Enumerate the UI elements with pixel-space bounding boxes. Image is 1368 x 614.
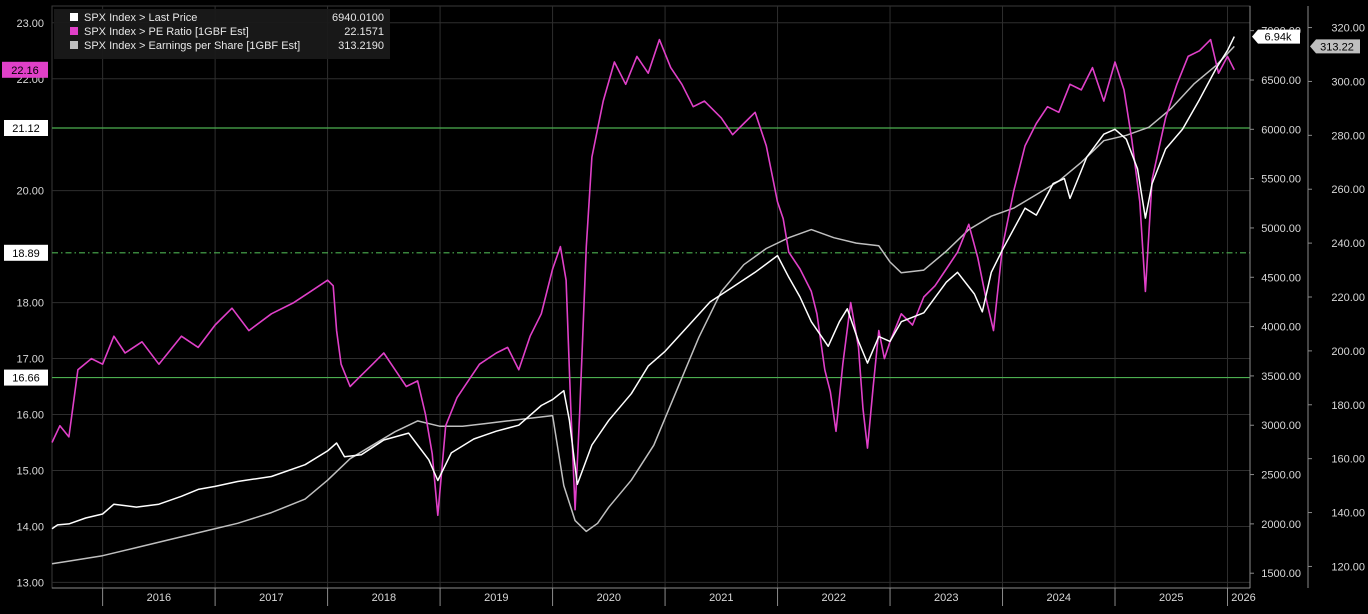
- pe-value-tag-label: 22.16: [11, 65, 39, 77]
- eps-tick-label: 320.00: [1331, 23, 1365, 35]
- price-tick-label: 4500.00: [1261, 272, 1301, 284]
- eps-tick-label: 200.00: [1331, 346, 1365, 358]
- left-tick-label: 13.00: [16, 577, 44, 589]
- price-tick-label: 1500.00: [1261, 568, 1301, 580]
- price-tick-label: 3500.00: [1261, 371, 1301, 383]
- reference-tag-label: 16.66: [12, 373, 40, 385]
- legend-swatch: [70, 13, 78, 21]
- reference-tag: [4, 119, 48, 136]
- eps-tick-label: 220.00: [1331, 292, 1365, 304]
- eps-tick-label: 240.00: [1331, 238, 1365, 250]
- legend-label: SPX Index > PE Ratio [1GBF Est]: [84, 26, 249, 38]
- eps-tick-label: 300.00: [1331, 76, 1365, 88]
- eps-tick-label: 120.00: [1331, 561, 1365, 573]
- legend-value: 22.1571: [344, 26, 384, 38]
- price-tick-label: 3000.00: [1261, 420, 1301, 432]
- legend-label: SPX Index > Earnings per Share [1GBF Est…: [84, 40, 300, 52]
- legend-label: SPX Index > Last Price: [84, 12, 197, 24]
- x-tick-label: 2018: [372, 592, 396, 604]
- eps-tick-label: 260.00: [1331, 184, 1365, 196]
- series-line-eps: [51, 45, 1235, 565]
- left-tick-label: 15.00: [16, 465, 44, 477]
- price-tick-label: 2500.00: [1261, 470, 1301, 482]
- left-tick-label: 16.00: [16, 410, 44, 422]
- series-line-price: [51, 36, 1235, 530]
- left-tick-label: 20.00: [16, 186, 44, 198]
- x-tick-label: 2023: [934, 592, 958, 604]
- pe-value-tag: [2, 61, 48, 78]
- price-tick-label: 2000.00: [1261, 519, 1301, 531]
- price-tick-label: 5000.00: [1261, 223, 1301, 235]
- reference-tag-label: 18.89: [12, 248, 40, 260]
- left-tick-label: 14.00: [16, 521, 44, 533]
- reference-tag: [4, 369, 48, 386]
- legend-swatch: [70, 41, 78, 49]
- reference-tag: [4, 244, 48, 261]
- price-tick-label: 6500.00: [1261, 75, 1301, 87]
- price-value-tag-label: 6.94k: [1265, 32, 1292, 44]
- price-tick-label: 5500.00: [1261, 174, 1301, 186]
- x-tick-label: 2020: [597, 592, 621, 604]
- eps-tick-label: 280.00: [1331, 130, 1365, 142]
- price-value-tag: [1252, 29, 1300, 44]
- eps-tick-label: 180.00: [1331, 400, 1365, 412]
- series-layer: [51, 36, 1236, 565]
- x-tick-label: 2017: [259, 592, 283, 604]
- reference-tag-label: 21.12: [12, 123, 40, 135]
- eps-value-tag-label: 313.22: [1320, 41, 1354, 53]
- left-tick-label: 18.00: [16, 298, 44, 310]
- reference-lines: 21.12 18.89 16.66: [4, 119, 1250, 386]
- legend: SPX Index > Last Price 6940.0100 SPX Index…: [54, 9, 390, 59]
- x-tick-label: 2016: [147, 592, 171, 604]
- eps-tick-label: 140.00: [1331, 508, 1365, 520]
- price-tick-label: 6000.00: [1261, 124, 1301, 136]
- eps-tick-label: 160.00: [1331, 454, 1365, 466]
- value-tags: 22.16 6.94k 313.22: [2, 29, 1360, 78]
- eps-value-tag: [1310, 39, 1360, 54]
- x-tick-label: 2022: [822, 592, 846, 604]
- price-tick-label: 4000.00: [1261, 322, 1301, 334]
- axes: 2016 2017 2018 2019 2020 2021 2022 2023 2024 2025…: [16, 6, 1365, 606]
- x-tick-label: 2019: [484, 592, 508, 604]
- legend-value: 6940.0100: [332, 12, 384, 24]
- x-tick-label: 2025: [1159, 592, 1183, 604]
- legend-value: 313.2190: [338, 40, 384, 52]
- legend-swatch: [70, 27, 78, 35]
- series-line-pe-ratio: [51, 38, 1236, 517]
- left-tick-label: 23.00: [16, 18, 44, 30]
- x-tick-label: 2026: [1231, 592, 1255, 604]
- legend-box: [54, 9, 390, 59]
- x-tick-label: 2024: [1047, 592, 1071, 604]
- left-tick-label: 17.00: [16, 354, 44, 366]
- x-tick-label: 2021: [709, 592, 733, 604]
